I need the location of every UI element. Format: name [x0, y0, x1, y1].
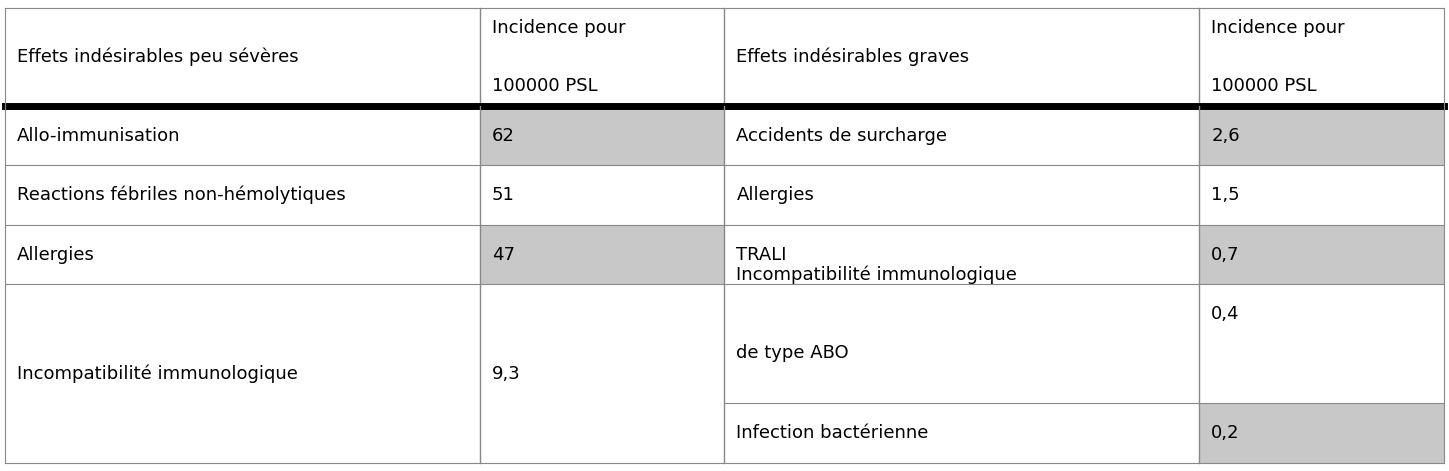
Text: 0,4: 0,4 [1211, 305, 1240, 323]
Text: Allergies: Allergies [17, 246, 94, 264]
Text: Infection bactérienne: Infection bactérienne [736, 424, 929, 442]
Bar [480, 225, 724, 284]
Bar [1200, 106, 1445, 165]
Text: Accidents de surcharge: Accidents de surcharge [736, 127, 948, 145]
Bar [480, 106, 724, 165]
Text: 0,7: 0,7 [1211, 246, 1240, 264]
Text: 2,6: 2,6 [1211, 127, 1240, 145]
Text: 51: 51 [491, 186, 514, 204]
Text: 9,3: 9,3 [491, 365, 520, 383]
Text: Incompatibilité immunologique

de type ABO: Incompatibilité immunologique de type AB… [736, 266, 1017, 362]
Bar [4, 8, 1445, 106]
Text: Effets indésirables graves: Effets indésirables graves [736, 48, 969, 66]
Text: Allergies: Allergies [736, 186, 814, 204]
Text: Effets indésirables peu sévères: Effets indésirables peu sévères [17, 48, 298, 66]
Text: Reactions fébriles non-hémolytiques: Reactions fébriles non-hémolytiques [17, 186, 346, 204]
Text: Incompatibilité immunologique: Incompatibilité immunologique [17, 365, 298, 383]
Bar [1200, 404, 1445, 463]
Text: TRALI: TRALI [736, 246, 787, 264]
Text: 1,5: 1,5 [1211, 186, 1240, 204]
Text: Allo-immunisation: Allo-immunisation [17, 127, 181, 145]
Text: 0,2: 0,2 [1211, 424, 1240, 442]
Text: Incidence pour

100000 PSL: Incidence pour 100000 PSL [491, 19, 626, 95]
Text: 47: 47 [491, 246, 514, 264]
Text: 62: 62 [491, 127, 514, 145]
Text: Incidence pour

100000 PSL: Incidence pour 100000 PSL [1211, 19, 1345, 95]
Bar [1200, 225, 1445, 284]
